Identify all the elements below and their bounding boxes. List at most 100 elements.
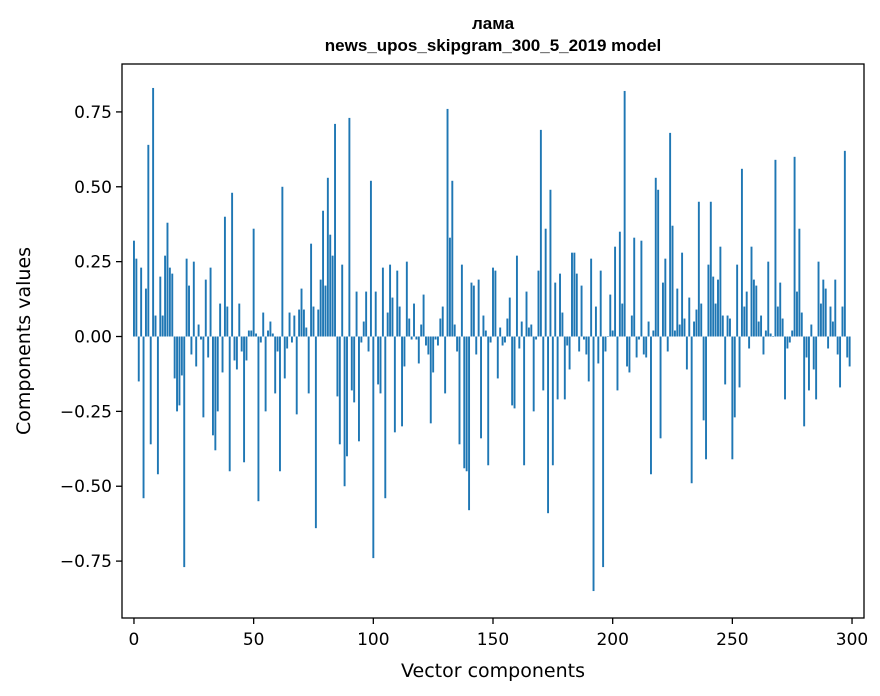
bar [295, 336, 298, 415]
bar [831, 321, 834, 337]
bar [604, 336, 607, 352]
bar [659, 336, 662, 439]
bar [259, 336, 262, 343]
bar [499, 327, 502, 337]
bar [168, 267, 171, 337]
bar [630, 315, 633, 337]
bar [190, 336, 193, 355]
bar [152, 87, 155, 337]
bar [487, 336, 490, 466]
bar [312, 306, 315, 337]
bar [535, 336, 538, 340]
bar [293, 315, 296, 337]
bar [314, 336, 317, 529]
bar [743, 306, 746, 337]
bar [140, 267, 143, 337]
bar [317, 309, 320, 337]
bar [762, 336, 765, 355]
bar [200, 336, 202, 340]
bar [726, 315, 729, 337]
bar [547, 336, 550, 514]
y-tick-label: −0.75 [60, 552, 112, 572]
bar [666, 336, 669, 352]
bar [185, 258, 188, 337]
bar [176, 336, 179, 412]
bar [700, 303, 703, 337]
bar [733, 336, 736, 418]
bar [420, 324, 423, 337]
chart-subtitle: news_upos_skipgram_300_5_2019 model [325, 36, 661, 55]
bar [173, 336, 176, 379]
bar [693, 321, 696, 337]
bar [413, 303, 415, 337]
bar [518, 336, 521, 349]
bar [652, 330, 655, 337]
bar [300, 288, 303, 337]
bar [243, 336, 246, 463]
bar [410, 336, 413, 340]
bar [377, 336, 380, 385]
bar [245, 336, 248, 361]
bar [719, 246, 722, 337]
bar [465, 336, 468, 472]
bar [355, 291, 358, 337]
bar [429, 336, 432, 424]
bar [463, 336, 466, 469]
bar [477, 279, 480, 337]
bar [678, 324, 681, 337]
bar [511, 336, 514, 406]
bar [578, 336, 581, 352]
bar [776, 306, 779, 337]
bar [736, 264, 739, 337]
bar [606, 336, 609, 338]
bar [214, 336, 217, 451]
bar [621, 303, 624, 337]
bar [661, 282, 664, 337]
bar [211, 336, 214, 436]
y-tick-label: 0.00 [74, 328, 112, 348]
bar [676, 288, 679, 337]
bar [786, 336, 789, 349]
bar [843, 150, 846, 337]
bar [209, 267, 212, 337]
bar [506, 318, 509, 337]
bar [350, 336, 353, 391]
bar [207, 336, 210, 358]
bar [508, 297, 511, 337]
bar [566, 336, 569, 346]
x-tick-label: 50 [243, 630, 265, 650]
bar [398, 306, 401, 337]
bar [133, 240, 135, 337]
bar [829, 306, 832, 337]
bar [279, 336, 281, 472]
bar [322, 210, 325, 337]
bar [690, 336, 693, 484]
bar [695, 309, 698, 337]
bar [161, 315, 164, 337]
bar [702, 336, 705, 421]
bar [805, 336, 808, 358]
bar [769, 333, 772, 337]
bar [415, 336, 418, 340]
bars-group [133, 87, 851, 592]
bar [389, 264, 392, 337]
y-axis-label: Components values [13, 247, 35, 435]
bar [525, 291, 528, 337]
bar [305, 327, 308, 337]
x-tick-label: 150 [477, 630, 509, 650]
bar [283, 336, 286, 379]
bar [590, 258, 593, 337]
bar [183, 336, 186, 568]
bar [764, 330, 767, 337]
bar [551, 336, 554, 466]
bar [827, 336, 830, 349]
bar [563, 336, 566, 400]
bar [290, 336, 293, 343]
bar [456, 336, 459, 352]
bar [836, 336, 839, 355]
bar [810, 324, 813, 337]
bar [755, 285, 758, 337]
bar [310, 243, 313, 337]
bar [235, 336, 238, 370]
bar [365, 291, 368, 337]
